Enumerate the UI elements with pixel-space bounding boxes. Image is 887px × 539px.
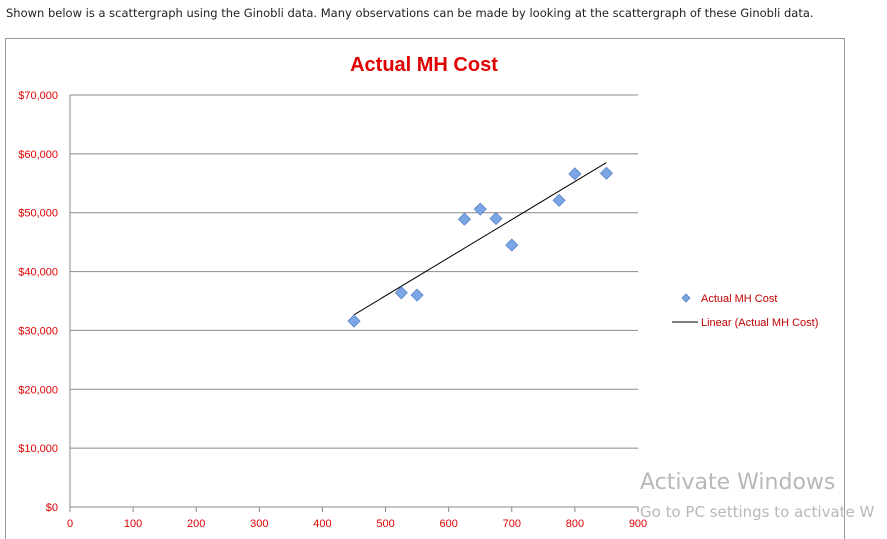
intro-text: Shown below is a scattergraph using the … — [6, 6, 814, 20]
watermark-subtitle: Go to PC settings to activate W — [640, 503, 875, 521]
data-point — [473, 202, 487, 216]
data-point — [599, 166, 614, 180]
data-point — [394, 286, 408, 300]
data-point — [568, 167, 582, 181]
legend-label-series: Actual MH Cost — [701, 293, 777, 305]
chart-title: Actual MH Cost — [350, 54, 498, 76]
x-tick-label: 500 — [376, 518, 394, 530]
y-tick-label: $20,000 — [18, 384, 58, 396]
y-tick-label: $10,000 — [18, 443, 58, 455]
y-tick-label: $0 — [46, 502, 58, 514]
y-tick-label: $30,000 — [18, 325, 58, 337]
y-tick-label: $50,000 — [18, 208, 58, 220]
data-point — [457, 212, 472, 226]
x-tick-label: 200 — [187, 518, 205, 530]
chart-frame — [5, 38, 845, 539]
x-tick-label: 300 — [250, 518, 268, 530]
y-tick-label: $60,000 — [18, 149, 58, 161]
data-point — [410, 288, 424, 302]
data-point — [552, 193, 566, 207]
x-tick-label: 900 — [629, 518, 647, 530]
legend-marker — [681, 293, 691, 303]
legend-label-trendline: Linear (Actual MH Cost) — [701, 317, 818, 329]
watermark-title: Activate Windows — [640, 470, 836, 495]
x-tick-label: 600 — [439, 518, 457, 530]
data-point — [505, 238, 519, 252]
x-tick-label: 700 — [503, 518, 521, 530]
y-tick-label: $40,000 — [18, 267, 58, 279]
data-point — [347, 314, 361, 328]
x-tick-label: 400 — [313, 518, 331, 530]
x-tick-label: 800 — [566, 518, 584, 530]
trendline — [353, 162, 607, 316]
y-tick-label: $70,000 — [18, 90, 58, 102]
data-point — [489, 212, 503, 226]
x-tick-label: 100 — [124, 518, 142, 530]
x-tick-label: 0 — [67, 518, 73, 530]
